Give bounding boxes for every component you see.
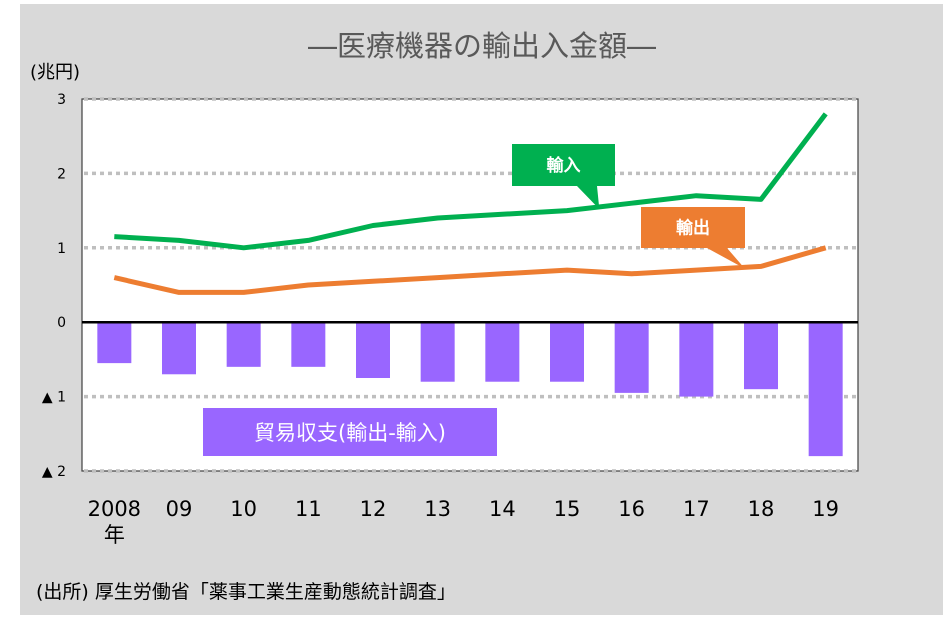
balance-bar <box>744 322 778 390</box>
y-tick-label: 2 <box>57 166 66 182</box>
chart-title: ―医療機器の輸出入金額― <box>308 29 656 63</box>
balance-bar <box>808 322 843 457</box>
import-series-callout <box>512 144 615 210</box>
y-tick-label: 1 <box>57 241 66 257</box>
series-line-1 <box>113 245 827 295</box>
x-tick-label: 18 <box>748 497 775 521</box>
balance-bar <box>356 322 390 378</box>
balance-bar <box>162 322 196 375</box>
x-tick-label: 09 <box>166 497 193 521</box>
balance-bar <box>550 322 584 382</box>
import-series-label: 輸入 <box>547 155 581 176</box>
y-tick-label: 3 <box>57 92 66 108</box>
balance-bar <box>614 322 649 393</box>
series-line-0 <box>114 112 828 251</box>
y-tick-label: 0 <box>57 315 66 331</box>
x-tick-label: 17 <box>683 497 710 521</box>
balance-bar <box>420 322 455 382</box>
export-series-callout <box>641 207 745 269</box>
x-tick-label: 14 <box>489 497 516 521</box>
x-axis-year-suffix: 年 <box>104 523 125 547</box>
x-tick-label: 19 <box>812 497 839 521</box>
y-axis-unit-label: (兆円) <box>30 62 80 83</box>
x-tick-label: 11 <box>295 497 322 521</box>
x-tick-label: 10 <box>230 497 257 521</box>
x-tick-label: 13 <box>424 497 451 521</box>
x-tick-label: 16 <box>618 497 645 521</box>
export-series-label: 輸出 <box>676 218 710 239</box>
balance-bar <box>485 322 520 382</box>
x-tick-label: 2008 <box>88 497 141 521</box>
balance-label-box <box>203 408 497 456</box>
balance-series-label: 貿易収支(輸出-輸入) <box>254 421 446 445</box>
source-note: (出所) 厚生労働省「薬事工業生産動態統計調査」 <box>36 581 456 603</box>
x-tick-label: 12 <box>360 497 387 521</box>
balance-bar <box>97 322 132 364</box>
y-tick-label: ▲ 1 <box>42 390 66 406</box>
balance-bar <box>679 322 714 397</box>
balance-bar <box>226 322 261 367</box>
x-tick-label: 15 <box>554 497 581 521</box>
balance-bar <box>291 322 326 367</box>
y-tick-label: ▲ 2 <box>42 464 66 480</box>
